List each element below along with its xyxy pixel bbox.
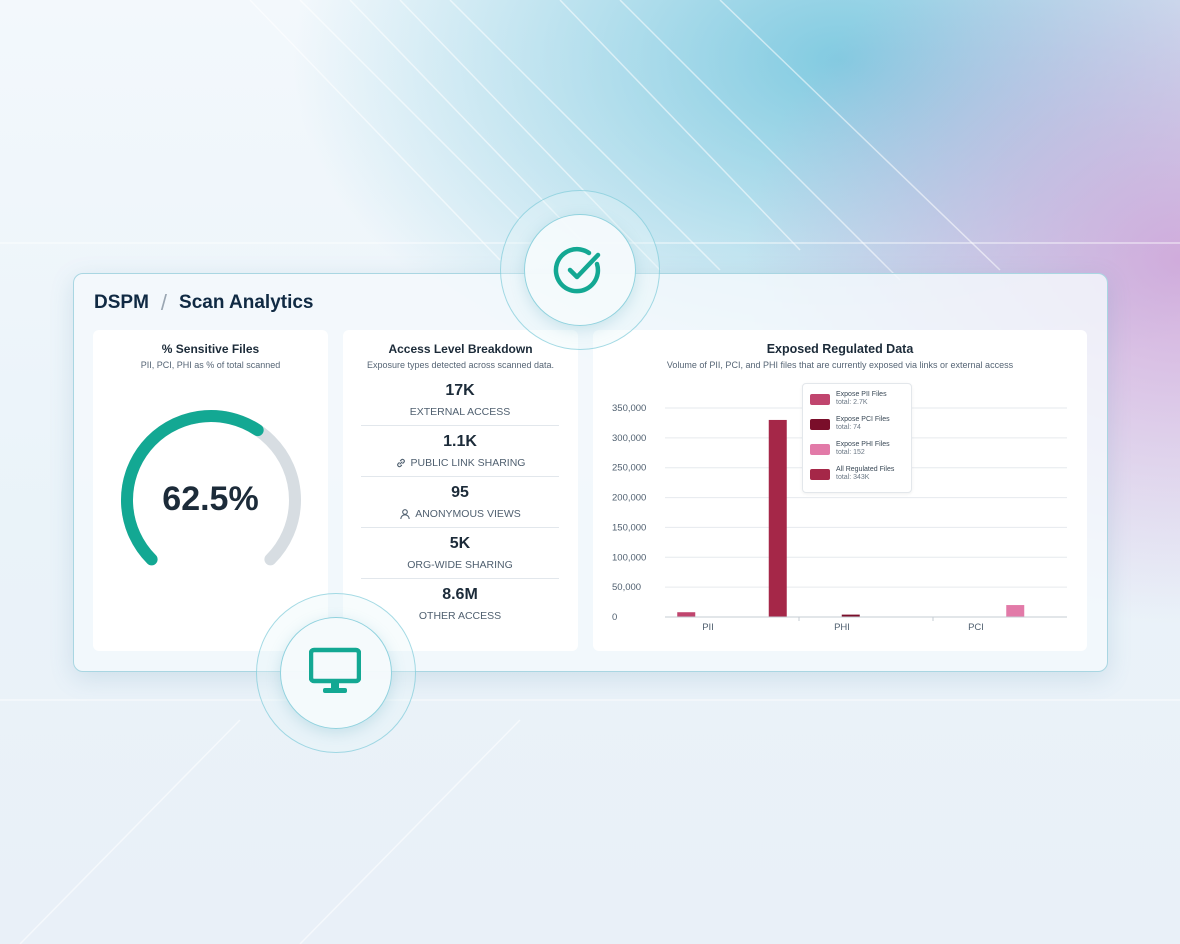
metric-label-row: ORG-WIDE SHARING — [361, 559, 559, 571]
breadcrumb: DSPM / Scan Analytics — [94, 290, 314, 316]
y-tick-label: 0 — [612, 612, 617, 623]
legend-name: Expose PHI Files — [836, 441, 890, 448]
metric-other-access: 8.6M OTHER ACCESS — [361, 586, 559, 622]
y-tick-label: 200,000 — [612, 493, 646, 504]
breadcrumb-separator: / — [160, 290, 168, 315]
legend-item[interactable]: Expose PCI Files total: 74 — [810, 416, 890, 431]
x-tick-label: PHI — [834, 622, 850, 633]
bar — [1006, 605, 1025, 617]
metric-label-row: OTHER ACCESS — [361, 610, 559, 622]
access-breakdown-card: Access Level Breakdown Exposure types de… — [343, 330, 578, 651]
legend-total: total: 152 — [836, 449, 865, 456]
exposed-regulated-data-card: Exposed Regulated Data Volume of PII, PC… — [593, 330, 1087, 651]
breadcrumb-current: Scan Analytics — [179, 292, 314, 313]
y-tick-label: 300,000 — [612, 433, 646, 444]
x-tick-label: PII — [702, 622, 714, 633]
y-tick-label: 100,000 — [612, 552, 646, 563]
check-circle-icon — [553, 246, 601, 294]
divider — [361, 527, 559, 528]
y-tick-label: 50,000 — [612, 582, 641, 593]
legend-name: All Regulated Files — [836, 466, 895, 473]
legend-item[interactable]: Expose PII Files total: 2.7K — [810, 391, 887, 406]
metric-label: OTHER ACCESS — [418, 610, 502, 622]
sensitive-gauge — [121, 410, 301, 566]
metric-label-row: ANONYMOUS VIEWS — [361, 508, 559, 520]
legend-total: total: 2.7K — [836, 399, 868, 406]
monitor-icon — [309, 647, 361, 693]
chart-legend: Expose PII Files total: 2.7K Expose PCI F… — [802, 383, 912, 493]
gauge-fill — [121, 410, 264, 566]
y-tick-label: 350,000 — [612, 403, 646, 414]
bar — [677, 612, 696, 617]
legend-swatch — [810, 444, 830, 455]
metric-label: EXTERNAL ACCESS — [409, 406, 511, 418]
metric-label-row: PUBLIC LINK SHARING — [361, 457, 559, 469]
metric-value: 17K — [445, 382, 475, 399]
divider — [361, 578, 559, 579]
divider — [361, 476, 559, 477]
user-icon — [400, 509, 410, 520]
card-title: Exposed Regulated Data — [766, 342, 914, 356]
y-tick-label: 250,000 — [612, 463, 646, 474]
card-title: Access Level Breakdown — [388, 342, 533, 356]
metric-external-access: 17K EXTERNAL ACCESS — [361, 382, 559, 418]
legend-name: Expose PCI Files — [836, 416, 890, 423]
card-title: % Sensitive Files — [161, 342, 260, 356]
card-subtitle: PII, PCI, PHI as % of total scanned — [140, 360, 281, 370]
metric-value: 1.1K — [443, 433, 477, 450]
bar — [768, 419, 787, 617]
legend-swatch — [810, 394, 830, 405]
legend-swatch — [810, 469, 830, 480]
legend-total: total: 343K — [836, 474, 870, 481]
legend-swatch — [810, 419, 830, 430]
metric-value: 8.6M — [442, 586, 478, 603]
breadcrumb-root[interactable]: DSPM — [94, 292, 149, 313]
link-icon — [396, 458, 405, 468]
badge-inner-ring — [524, 214, 636, 326]
metric-label: ORG-WIDE SHARING — [407, 559, 513, 571]
x-tick-label: PCI — [968, 622, 984, 633]
metric-value: 95 — [451, 484, 469, 501]
divider — [361, 425, 559, 426]
bar — [841, 614, 860, 617]
metric-value: 5K — [449, 535, 471, 552]
metric-label: PUBLIC LINK SHARING — [410, 457, 526, 469]
legend-total: total: 74 — [836, 424, 861, 431]
metric-org-wide-sharing: 5K ORG-WIDE SHARING — [361, 535, 559, 571]
card-subtitle: Volume of PII, PCI, and PHI files that a… — [666, 360, 1014, 370]
metric-label-row: EXTERNAL ACCESS — [361, 406, 559, 418]
exposed-bar-chart: 0 50,000 100,000 150,000 200,000 250,000 300,0… — [612, 403, 1067, 633]
badge-inner-ring — [280, 617, 392, 729]
legend-item[interactable]: All Regulated Files total: 343K — [810, 466, 894, 481]
sensitive-files-card: % Sensitive Files PII, PCI, PHI as % of … — [93, 330, 328, 651]
gauge-value: 62.5% — [162, 480, 259, 518]
y-tick-label: 150,000 — [612, 522, 646, 533]
card-subtitle: Exposure types detected across scanned d… — [366, 360, 555, 370]
metric-anonymous-views: 95 ANONYMOUS VIEWS — [361, 484, 559, 520]
metric-label: ANONYMOUS VIEWS — [415, 508, 521, 520]
legend-item[interactable]: Expose PHI Files total: 152 — [810, 441, 890, 456]
legend-name: Expose PII Files — [836, 391, 887, 398]
metric-public-link-sharing: 1.1K PUBLIC LINK SHARING — [361, 433, 559, 469]
